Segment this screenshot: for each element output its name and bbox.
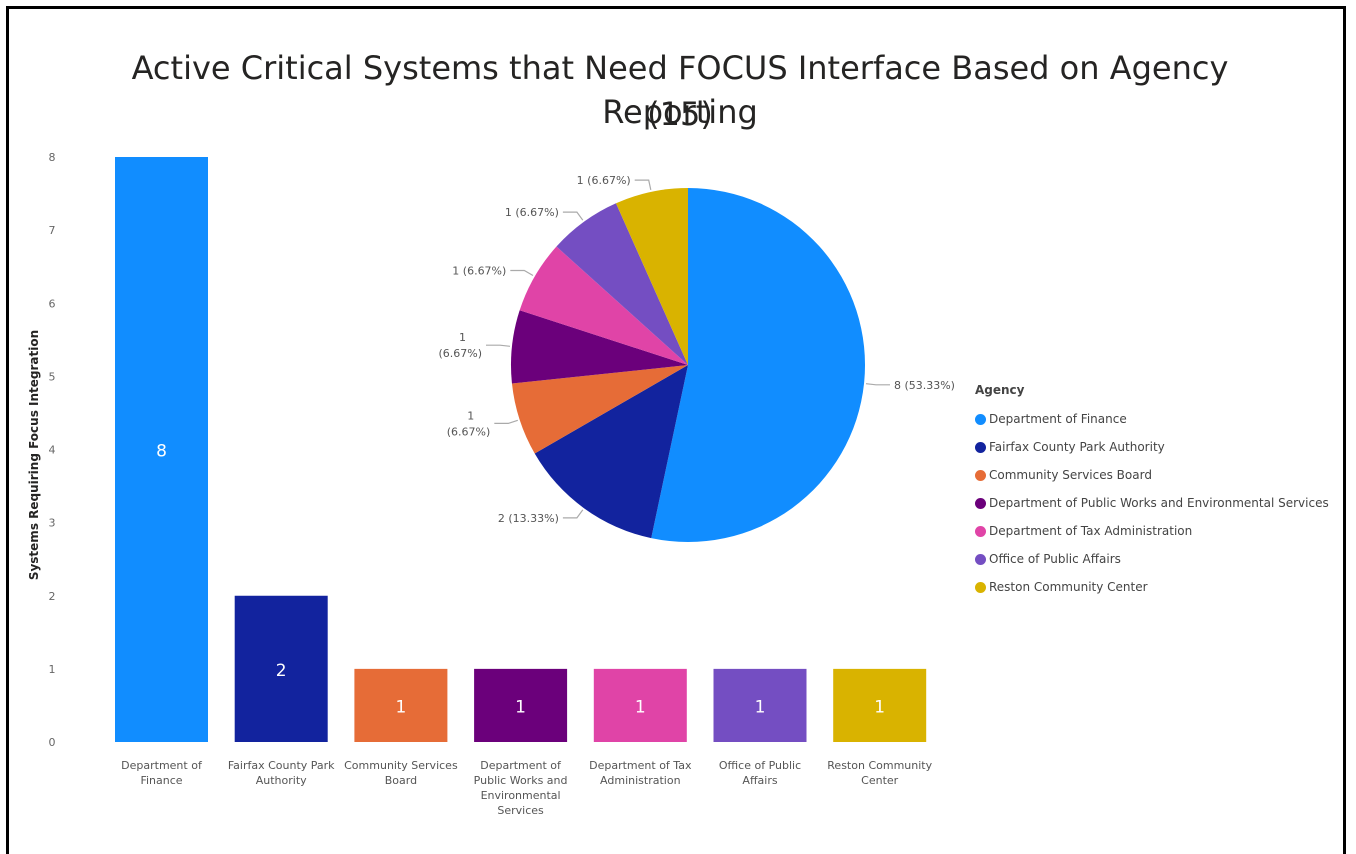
pie-leader-line [634,179,652,191]
legend-swatch [975,441,986,453]
pie-leader-line [562,509,584,519]
legend-swatch [975,497,986,509]
y-tick-label: 8 [49,151,56,164]
bar-value-label: 2 [276,661,287,681]
legend-item[interactable]: Department of Finance [975,405,1329,433]
bar [234,595,328,742]
legend-label: Department of Tax Administration [989,524,1193,538]
pie-slice [616,188,688,365]
bar-value-label: 1 [515,697,526,717]
legend-swatch [975,413,986,425]
pie-leader-line [865,383,890,386]
pie-slice [510,310,688,384]
pie-data-label: 1 (6.67%) [439,331,483,360]
legend-item[interactable]: Department of Tax Administration [975,517,1329,545]
legend-swatch [975,469,986,481]
chart-title: Active Critical Systems that Need FOCUS … [131,49,1229,131]
x-tick-label: Department of Public Works and Environment… [474,759,568,817]
pie-slice [511,365,688,454]
y-axis-title: Systems Requiring Focus Integration [27,330,41,580]
pie-slice [556,203,688,365]
pie-leader-line [510,269,534,277]
pie-data-label: 8 (53.33%) [894,379,955,392]
bar-value-label: 1 [635,697,646,717]
bar-value-label: 1 [395,697,406,717]
legend-item[interactable]: Reston Community Center [975,573,1329,601]
pie-data-label: 1 (6.67%) [577,174,631,187]
bar [354,668,448,742]
pie-slice [534,365,688,539]
chart-frame [6,6,1346,854]
legend-swatch [975,525,986,537]
y-tick-label: 0 [49,736,56,749]
x-tick-label: Fairfax County Park Authority [228,759,335,787]
legend-label: Department of Finance [989,412,1127,426]
x-tick-label: Office of Public Affairs [719,759,801,787]
bar [713,668,807,742]
y-tick-label: 2 [49,590,56,603]
pie-data-label: 2 (13.33%) [498,512,559,525]
pie-leader-line [562,211,584,221]
x-tick-label: Department of Finance [121,759,203,787]
legend-swatch [975,581,986,593]
bar [115,157,208,742]
legend-label: Reston Community Center [989,580,1148,594]
bar [593,668,687,742]
pie-leader-line [486,344,511,347]
legend-swatch [975,553,986,565]
legend-item[interactable]: Fairfax County Park Authority [975,433,1329,461]
bar-value-label: 1 [874,697,885,717]
legend-item[interactable]: Department of Public Works and Environme… [975,489,1329,517]
legend-label: Community Services Board [989,468,1152,482]
y-tick-label: 4 [49,444,56,457]
bar [474,668,568,742]
legend-label: Department of Public Works and Environme… [989,496,1329,510]
pie-leader-line [494,419,518,424]
bar-value-label: 8 [156,442,167,462]
pie-data-label: 1 (6.67%) [452,265,506,278]
bar-value-label: 1 [755,697,766,717]
x-tick-label: Reston Community Center [827,759,932,787]
y-tick-label: 7 [49,224,56,237]
legend-label: Office of Public Affairs [989,552,1121,566]
pie-data-label: 1 (6.67%) [447,409,491,438]
pie-legend: Agency Department of Finance Fairfax Coun… [975,383,1329,601]
legend-title: Agency [975,383,1025,397]
pie-slice [519,246,688,365]
y-tick-label: 6 [49,297,56,310]
chart-title-count: (15) [647,95,713,133]
legend-item[interactable]: Community Services Board [975,461,1329,489]
y-tick-label: 1 [49,663,56,676]
x-tick-label: Community Services Board [344,759,458,787]
pie-data-label: 1 (6.67%) [505,206,559,219]
y-tick-label: 3 [49,517,56,530]
x-tick-label: Department of Tax Administration [589,759,692,787]
legend-item[interactable]: Office of Public Affairs [975,545,1329,573]
pie-slice [651,188,866,542]
legend-label: Fairfax County Park Authority [989,440,1165,454]
y-tick-label: 5 [49,370,56,383]
bar [833,668,927,742]
